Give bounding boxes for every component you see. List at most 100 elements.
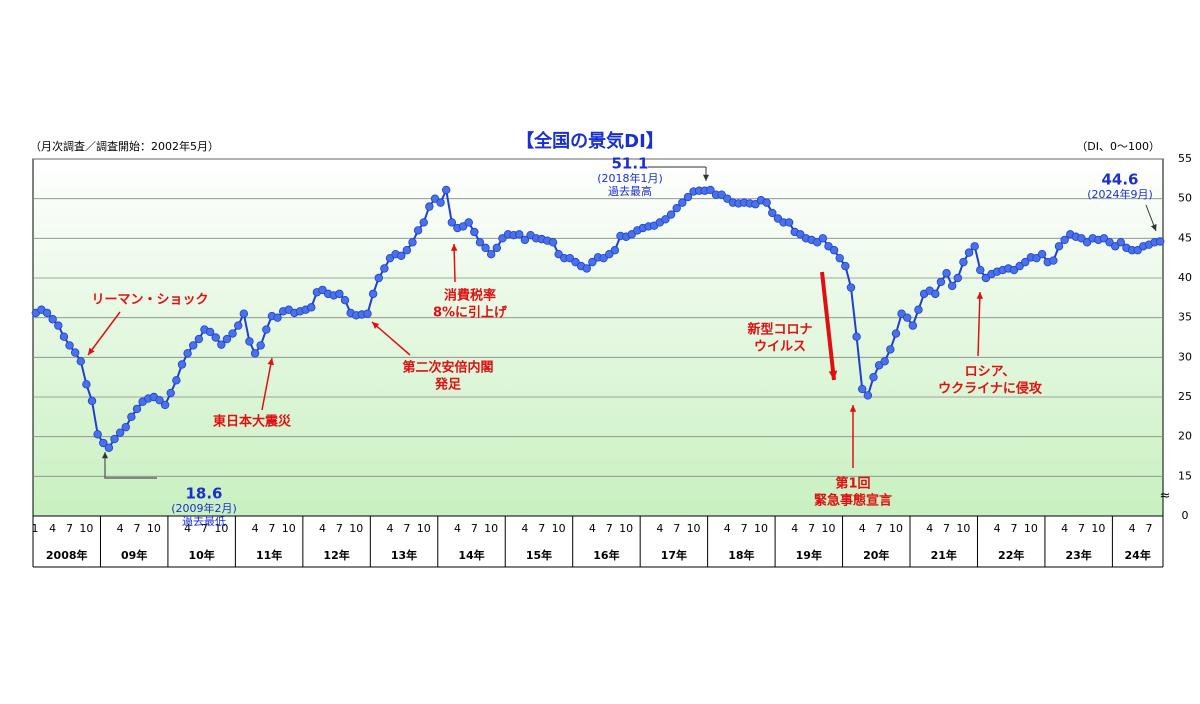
data-point [335, 289, 344, 299]
x-tick-label: 4 [252, 522, 259, 535]
data-point [492, 243, 502, 253]
arrow-head [88, 347, 95, 355]
data-point [408, 238, 417, 247]
data-point [565, 253, 575, 263]
year-label: 14年 [458, 548, 484, 562]
data-point [678, 198, 687, 207]
x-tick-label: 7 [876, 522, 883, 535]
annotation: 発足 [434, 377, 462, 393]
data-point [211, 333, 220, 342]
data-point [953, 273, 963, 283]
data-point [666, 210, 676, 219]
x-tick-label: 4 [589, 522, 596, 535]
x-tick-label: 7 [201, 522, 208, 535]
arrow-head [702, 174, 710, 181]
data-point [70, 348, 80, 357]
data-point [363, 309, 372, 318]
x-tick-label: 10 [1024, 522, 1038, 535]
data-point [76, 357, 85, 366]
x-tick-label: 7 [538, 522, 545, 535]
data-point [340, 296, 350, 305]
data-point [768, 208, 777, 218]
annotation: 第1回 [835, 476, 870, 492]
data-point [368, 289, 378, 299]
data-point [110, 434, 119, 444]
arrow [371, 321, 411, 356]
data-point [1111, 242, 1120, 251]
data-point [835, 253, 844, 263]
data-point [402, 246, 412, 255]
data-point [464, 218, 473, 227]
data-point [903, 313, 912, 322]
data-point [380, 264, 389, 273]
x-tick-label: 4 [49, 522, 56, 535]
data-point [914, 305, 923, 314]
data-point [413, 226, 423, 235]
arrow [820, 271, 836, 381]
x-tick-label: 4 [656, 522, 663, 535]
x-tick-label: 4 [926, 522, 933, 535]
data-point [245, 337, 254, 346]
data-point [858, 384, 867, 394]
y-tick-label: 40 [1178, 271, 1192, 284]
year-label: 11年 [256, 548, 282, 562]
x-tick-label: 4 [724, 522, 731, 535]
data-point [588, 257, 597, 267]
data-point [262, 325, 271, 334]
data-point [717, 190, 726, 199]
data-point [217, 340, 226, 349]
data-point [627, 230, 636, 239]
data-point [846, 283, 856, 292]
arrow-head [849, 405, 857, 412]
data-point [829, 246, 839, 255]
data-point [104, 443, 114, 452]
y-tick-label: 30 [1178, 350, 1192, 363]
callout-text: (2018年1月) [597, 171, 663, 185]
year-label: 21年 [931, 548, 957, 562]
data-point [762, 198, 771, 207]
x-tick-label: 7 [1011, 522, 1018, 535]
data-point [947, 281, 957, 291]
data-point [374, 273, 383, 283]
year-label: 09年 [121, 548, 147, 562]
year-label: 15年 [526, 548, 552, 562]
x-tick-label: 10 [552, 522, 566, 535]
data-point [813, 238, 822, 247]
x-tick-label: 7 [268, 522, 275, 535]
callout-value: 44.6 [1101, 171, 1138, 189]
data-point [442, 185, 451, 195]
data-point [250, 349, 260, 358]
data-point [981, 273, 991, 283]
arrow-head [828, 370, 838, 380]
y-tick-label: 45 [1178, 231, 1192, 244]
callout-value: 51.1 [611, 155, 648, 173]
data-point [610, 246, 620, 255]
data-point [172, 376, 181, 385]
data-point [931, 289, 940, 299]
data-point [554, 249, 563, 259]
year-label: 20年 [863, 548, 889, 562]
data-point [1032, 253, 1041, 263]
data-point [841, 261, 850, 271]
data-point [1049, 256, 1058, 265]
data-point [458, 222, 468, 231]
x-tick-label: 7 [943, 522, 950, 535]
data-point [307, 303, 316, 312]
data-point [205, 327, 215, 337]
data-point [784, 218, 794, 227]
y-tick-label: 15 [1178, 469, 1192, 482]
data-point [796, 230, 805, 239]
x-tick-label: 10 [821, 522, 835, 535]
x-tick-label: 4 [184, 522, 191, 535]
data-point [87, 396, 97, 406]
data-point [419, 218, 428, 227]
data-point [1009, 265, 1019, 275]
x-tick-label: 4 [859, 522, 866, 535]
year-label: 23年 [1066, 548, 1092, 562]
data-point [880, 357, 889, 366]
callout-value: 18.6 [185, 485, 222, 503]
data-point [1060, 235, 1069, 245]
data-point [672, 203, 681, 213]
data-point [886, 345, 895, 354]
data-point [891, 329, 901, 338]
